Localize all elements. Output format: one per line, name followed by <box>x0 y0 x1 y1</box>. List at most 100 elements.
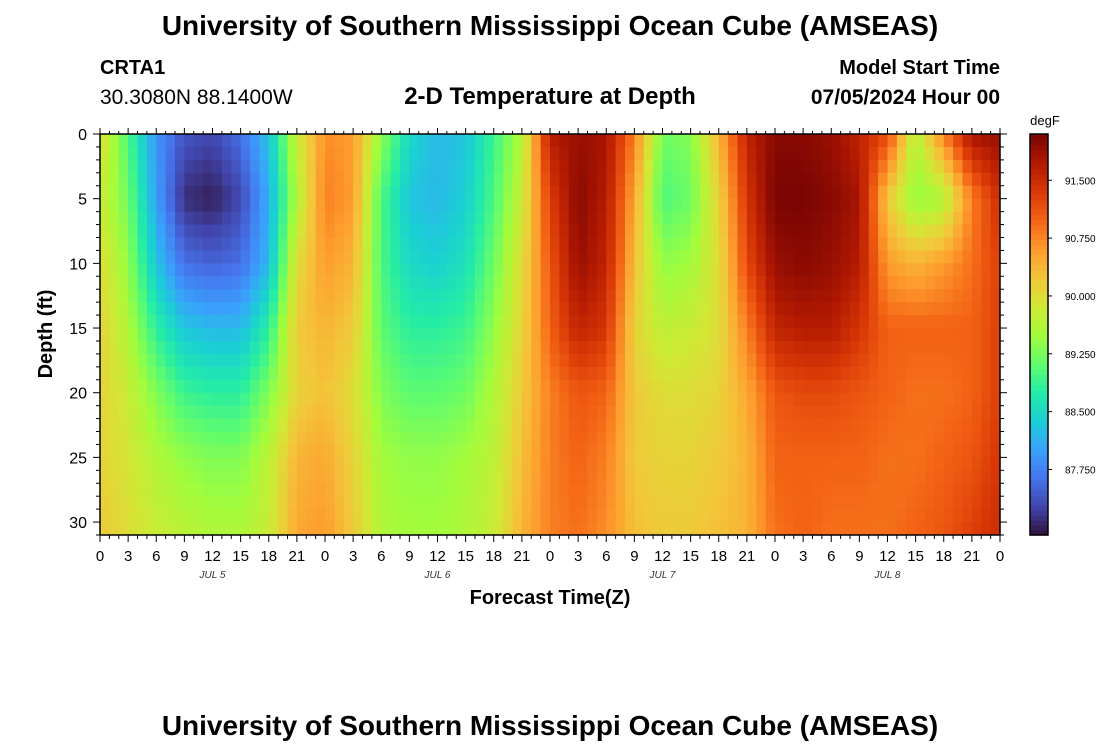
heatmap-cell <box>343 276 354 290</box>
heatmap-cell <box>521 509 532 523</box>
heatmap-cell <box>934 198 945 213</box>
heatmap-cell <box>906 315 917 329</box>
heatmap-cell <box>100 366 110 381</box>
heatmap-cell <box>887 457 898 471</box>
heatmap-cell <box>503 366 514 381</box>
heatmap-cell <box>559 146 570 161</box>
heatmap-cell <box>165 405 176 420</box>
heatmap-cell <box>550 289 560 303</box>
heatmap-cell <box>953 237 964 252</box>
heatmap-cell <box>690 496 701 510</box>
heatmap-cell <box>728 444 739 458</box>
heatmap-cell <box>446 211 457 226</box>
heatmap-cell <box>381 483 392 497</box>
heatmap-cell <box>428 366 439 381</box>
heatmap-cell <box>418 134 429 148</box>
heatmap-cell <box>193 328 204 342</box>
heatmap-cell <box>578 392 589 407</box>
heatmap-cell <box>475 159 485 174</box>
heatmap-cell <box>709 483 720 497</box>
heatmap-cell <box>409 172 420 187</box>
heatmap-cell <box>353 211 364 226</box>
heatmap-cell <box>475 302 485 316</box>
heatmap-cell <box>981 509 992 523</box>
heatmap-cell <box>175 185 185 200</box>
heatmap-cell <box>840 224 851 239</box>
heatmap-cell <box>118 250 129 264</box>
heatmap-cell <box>653 457 664 471</box>
heatmap-cell <box>756 185 767 200</box>
heatmap-cell <box>268 289 279 303</box>
heatmap-cell <box>550 224 560 239</box>
heatmap-cell <box>503 224 514 239</box>
heatmap-cell <box>821 263 832 277</box>
heatmap-cell <box>934 172 945 187</box>
heatmap-cell <box>718 146 729 161</box>
heatmap-cell <box>728 353 739 368</box>
heatmap-cell <box>821 379 832 394</box>
heatmap-cell <box>662 289 673 303</box>
heatmap-cell <box>409 211 420 226</box>
heatmap-cell <box>343 444 354 458</box>
heatmap-cell <box>465 379 476 394</box>
heatmap-cell <box>831 237 842 252</box>
heatmap-cell <box>896 522 907 535</box>
colorbar-swatch <box>1030 439 1048 446</box>
colorbar-swatch <box>1030 189 1048 195</box>
heatmap-cell <box>531 146 542 161</box>
heatmap-cell <box>831 509 842 523</box>
x-tick-label: 15 <box>682 548 699 565</box>
heatmap-cell <box>728 263 739 277</box>
heatmap-cell <box>100 146 110 161</box>
heatmap-cell <box>559 392 570 407</box>
heatmap-cell <box>990 340 1000 355</box>
heatmap-cell <box>596 340 607 355</box>
heatmap-cell <box>718 340 729 355</box>
heatmap-cell <box>184 198 195 213</box>
heatmap-cell <box>362 509 373 523</box>
heatmap-cell <box>606 134 617 148</box>
heatmap-cell <box>671 496 682 510</box>
heatmap-cell <box>634 496 645 510</box>
heatmap-cell <box>990 198 1000 213</box>
heatmap-cell <box>156 353 167 368</box>
heatmap-cell <box>193 444 204 458</box>
heatmap-cell <box>850 211 860 226</box>
heatmap-cell <box>615 198 626 213</box>
heatmap-cell <box>175 353 185 368</box>
heatmap-cell <box>746 237 757 252</box>
heatmap-cell <box>690 263 701 277</box>
heatmap-cell <box>100 457 110 471</box>
heatmap-cell <box>831 134 842 148</box>
heatmap-cell <box>578 340 589 355</box>
heatmap-cell <box>156 276 167 290</box>
day-label: JUL 7 <box>649 570 676 581</box>
heatmap-cell <box>765 328 776 342</box>
heatmap-cell <box>259 263 270 277</box>
heatmap-cell <box>756 457 767 471</box>
heatmap-cell <box>362 353 373 368</box>
heatmap-cell <box>700 340 710 355</box>
heatmap-cell <box>625 418 635 433</box>
heatmap-cell <box>353 509 364 523</box>
heatmap-cell <box>381 366 392 381</box>
heatmap-cell <box>840 237 851 252</box>
heatmap-cell <box>259 315 270 329</box>
heatmap-cell <box>746 159 757 174</box>
heatmap-cell <box>165 366 176 381</box>
heatmap-cell <box>746 496 757 510</box>
heatmap-cell <box>437 289 448 303</box>
colorbar-swatch <box>1030 229 1048 235</box>
heatmap-cell <box>334 315 345 329</box>
heatmap-cell <box>512 353 523 368</box>
heatmap-cell <box>343 496 354 510</box>
heatmap-cell <box>859 379 870 394</box>
heatmap-cell <box>146 405 157 420</box>
heatmap-cell <box>503 146 514 161</box>
heatmap-cell <box>756 289 767 303</box>
heatmap-cell <box>437 172 448 187</box>
heatmap-cell <box>887 185 898 200</box>
heatmap-cell <box>943 134 954 148</box>
heatmap-cell <box>850 405 860 420</box>
heatmap-cell <box>268 250 279 264</box>
